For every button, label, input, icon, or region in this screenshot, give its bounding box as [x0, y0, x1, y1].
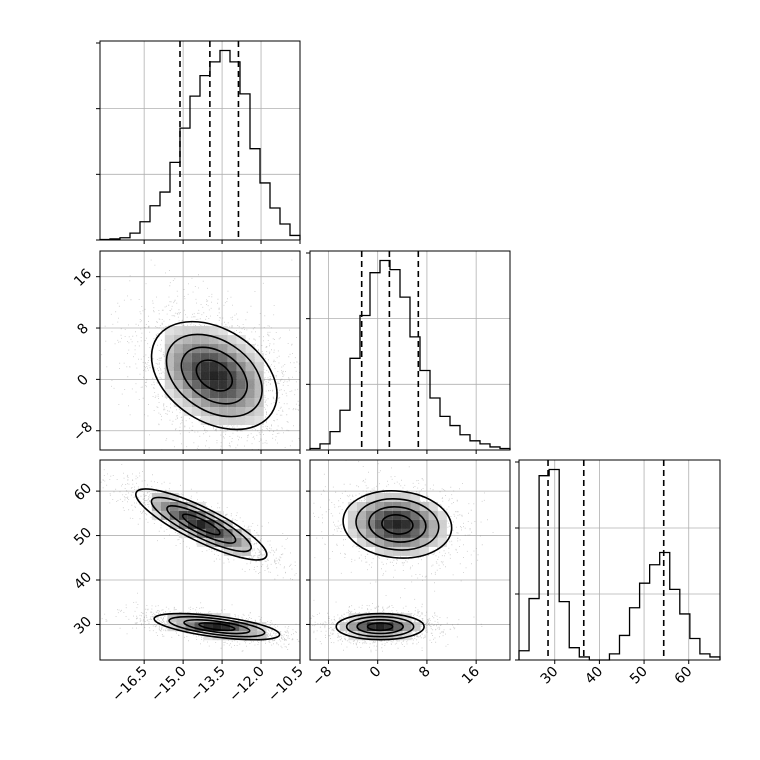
tick-label-x-bottom-0: −16.5: [109, 664, 151, 706]
contour-1-3: [335, 612, 425, 641]
contour-0-1: [368, 506, 427, 543]
panel-hist-x: [96, 40, 301, 244]
panel-frame: [309, 459, 511, 661]
contour-0-0: [181, 513, 221, 536]
density-cells-0: [347, 492, 447, 556]
scatter-points-0: [313, 460, 494, 599]
tick-label-y-left-2: 8: [74, 320, 92, 338]
contour-1-2: [168, 615, 266, 638]
tick-label-z-bottom-1: 40: [582, 664, 606, 688]
contour-0-2: [150, 496, 252, 553]
histogram-step-line: [309, 259, 511, 450]
density-layer: [310, 460, 494, 653]
tick-label-z-left-2: 50: [71, 525, 95, 549]
panel-background: [519, 460, 720, 660]
scatter-points-1: [310, 590, 483, 653]
panel-background: [100, 41, 300, 240]
contour-0-2: [165, 333, 263, 418]
tick-label-z-bottom-3: 60: [672, 664, 696, 688]
contour-0-1: [166, 505, 237, 544]
tick-label-y-left-3: 16: [71, 266, 95, 290]
density-layer: [101, 259, 300, 450]
tick-label-z-bottom-2: 50: [627, 664, 651, 688]
contour-0-0: [195, 359, 234, 392]
panel-background: [310, 251, 510, 450]
tick-label-z-left-1: 40: [71, 569, 95, 593]
panel-scatter-z-y: [306, 459, 511, 664]
tick-label-z-bottom-0: 30: [538, 664, 562, 688]
contour-0-2: [355, 498, 440, 551]
contour-1-1: [356, 619, 404, 635]
panel-scatter-y-x: [96, 250, 301, 454]
contour-0-3: [150, 320, 278, 431]
tick-label-x-bottom-4: −10.5: [265, 664, 307, 706]
tick-label-z-left-0: 30: [71, 614, 95, 638]
panel-scatter-z-x: [96, 459, 301, 664]
tick-label-y-left-1: 0: [74, 372, 92, 390]
panel-frame: [99, 250, 301, 451]
tick-label-x-bottom-3: −12.0: [226, 664, 268, 706]
histogram-step-line: [518, 468, 721, 661]
panel-frame: [99, 459, 301, 661]
tick-label-y-bottom-2: 8: [416, 664, 434, 682]
tick-label-y-bottom-3: 16: [459, 663, 483, 687]
panel-hist-y: [306, 250, 511, 454]
panel-frame: [518, 459, 721, 661]
tick-label-y-bottom-0: −8: [309, 664, 335, 690]
tick-label-x-bottom-1: −15.0: [148, 664, 190, 706]
contour-1-0: [366, 622, 394, 632]
tick-label-y-bottom-1: 0: [367, 664, 385, 682]
contour-0-0: [381, 514, 414, 535]
tick-label-y-left-0: −8: [70, 419, 96, 445]
contour-1-3: [153, 612, 281, 641]
panel-frame: [99, 40, 301, 241]
contour-0-3: [342, 490, 453, 559]
histogram-step-line: [99, 49, 301, 241]
contour-0-1: [180, 346, 248, 405]
contour-1-2: [345, 615, 415, 638]
contour-1-0: [198, 622, 236, 632]
tick-label-x-bottom-2: −13.5: [187, 664, 229, 706]
panel-hist-z: [515, 459, 721, 664]
tick-label-z-left-3: 60: [71, 480, 95, 504]
density-layer: [100, 464, 300, 652]
contour-1-1: [183, 619, 251, 635]
panel-frame: [309, 250, 511, 451]
contour-0-3: [135, 488, 268, 561]
